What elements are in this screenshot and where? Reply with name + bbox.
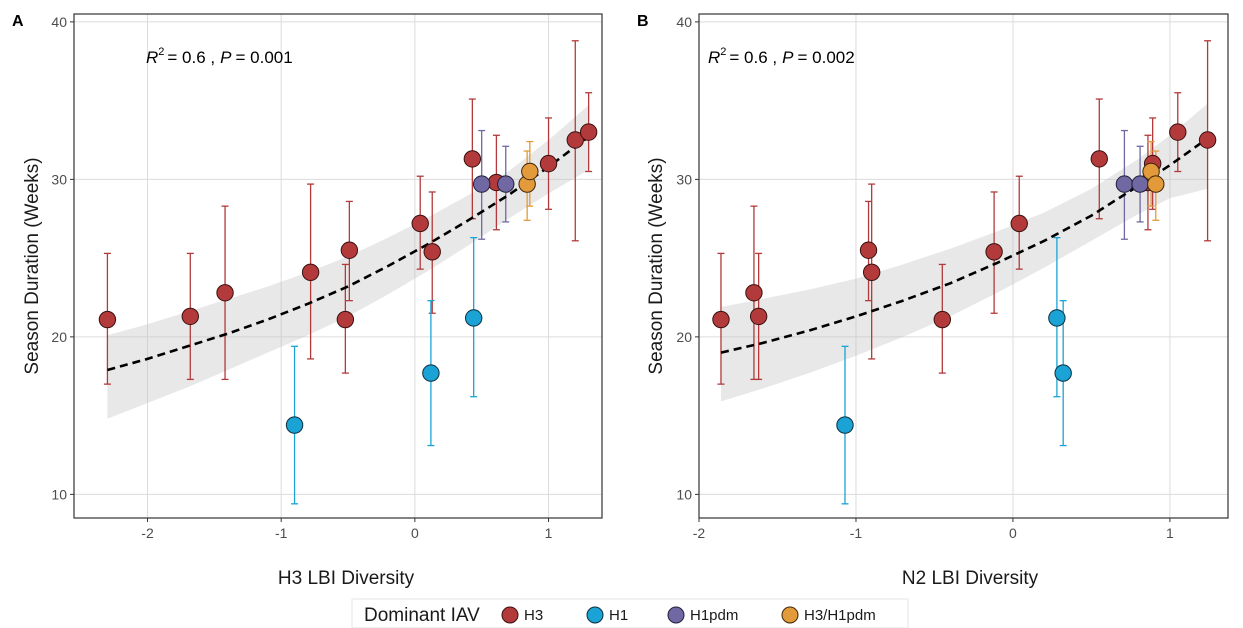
x-tick-label: -2	[141, 525, 154, 541]
confidence-band	[107, 105, 589, 419]
legend-label: H1	[609, 607, 628, 624]
y-tick-label: 40	[51, 14, 67, 30]
y-tick-label: 10	[51, 486, 67, 502]
plot-frame	[73, 13, 603, 519]
data-point	[463, 150, 482, 168]
x-tick-label: 0	[411, 525, 419, 541]
r2-value: = 0.6 ,	[167, 48, 215, 67]
y-tick-label: 30	[51, 171, 67, 187]
x-axis-title: H3 LBI Diversity	[278, 568, 415, 589]
panel-label: B	[637, 13, 649, 30]
y-tick-label: 20	[676, 329, 692, 345]
legend-label: H3	[524, 607, 543, 624]
data-point	[464, 309, 483, 327]
fit-line	[107, 135, 590, 372]
plot-frame	[698, 13, 1229, 519]
x-axis-title: N2 LBI Diversity	[902, 568, 1039, 589]
data-point	[862, 263, 881, 281]
legend: Dominant IAV H3 H1 H1pdm H3/H1pdm	[351, 598, 909, 628]
p-symbol: P	[220, 48, 232, 67]
r2-symbol: R	[146, 48, 158, 67]
data-point	[340, 241, 359, 259]
data-point	[521, 162, 539, 181]
data-point	[539, 154, 558, 173]
x-tick-label: 0	[1009, 525, 1017, 541]
data-point	[1115, 175, 1134, 193]
panel-a: A -2 -1 0 1 10 20 30 40 R2 = 0.6 , P = 0.001 H3 LB…	[12, 13, 603, 589]
x-tick-label: 1	[545, 525, 553, 541]
legend-swatch	[781, 606, 799, 624]
y-axis-title: Season Duration (Weeks)	[22, 157, 43, 374]
data-point	[497, 175, 515, 193]
legend-items: H3 H1 H1pdm H3/H1pdm	[501, 606, 876, 624]
x-tick-label: 1	[1166, 525, 1174, 541]
data-point	[1090, 150, 1108, 168]
y-tick-label: 20	[51, 329, 67, 345]
legend-entry: H3/H1pdm	[781, 606, 876, 624]
data-point	[566, 131, 584, 149]
legend-title: Dominant IAV	[364, 605, 480, 626]
data-point	[301, 263, 320, 281]
data-point	[749, 307, 768, 326]
data-point	[1198, 131, 1217, 149]
data-point	[336, 310, 355, 329]
panel-b: B -2 -1 0 1 10 20 30 40 R2 = 0.6 , P = 0.002 N2 LB…	[637, 13, 1229, 589]
legend-swatch	[501, 606, 519, 624]
stats-annotation: R2 = 0.6 , P = 0.001	[146, 46, 293, 67]
data-point	[216, 284, 234, 302]
legend-box	[351, 598, 909, 628]
data-point	[181, 307, 199, 326]
data-point	[411, 214, 429, 233]
legend-swatch	[586, 606, 604, 624]
x-tick-label: -1	[275, 525, 288, 541]
data-point	[836, 416, 854, 434]
data-point	[1169, 123, 1187, 141]
data-point	[859, 241, 878, 259]
y-axis-title: Season Duration (Weeks)	[646, 157, 667, 374]
plot-area: -2 -1 0 1 10 20 30 40	[676, 13, 1229, 541]
data-point	[745, 284, 763, 302]
y-tick-label: 30	[676, 171, 692, 187]
data-point	[472, 175, 491, 193]
legend-label: H3/H1pdm	[804, 607, 876, 624]
x-tick-label: -1	[850, 525, 863, 541]
legend-entry: H1	[586, 606, 628, 624]
confidence-band	[721, 103, 1208, 402]
legend-entry: H3	[501, 606, 543, 624]
data-point	[1048, 309, 1066, 327]
p-symbol: P	[782, 48, 794, 67]
data-point	[579, 123, 598, 141]
p-value: = 0.001	[235, 48, 292, 67]
legend-entry: H1pdm	[667, 606, 738, 624]
data-point	[1010, 214, 1028, 233]
data-point	[98, 310, 117, 329]
stats-annotation: R2 = 0.6 , P = 0.002	[708, 46, 855, 67]
data-point	[285, 416, 304, 434]
data-point	[423, 243, 441, 261]
legend-swatch	[667, 606, 685, 624]
legend-label: H1pdm	[690, 607, 738, 624]
y-tick-label: 40	[676, 14, 692, 30]
data-point	[1054, 364, 1072, 382]
data-point	[985, 243, 1003, 261]
plot-area: -2 -1 0 1 10 20 30 40	[51, 13, 603, 541]
r2-value: = 0.6 ,	[729, 48, 777, 67]
data-point	[712, 310, 730, 329]
p-value: = 0.002	[797, 48, 854, 67]
panel-label: A	[12, 13, 24, 30]
y-tick-label: 10	[676, 486, 692, 502]
r2-superscript: 2	[158, 46, 164, 58]
r2-superscript: 2	[720, 46, 726, 58]
x-tick-label: -2	[693, 525, 706, 541]
r2-symbol: R	[708, 48, 720, 67]
data-point	[1147, 175, 1165, 193]
data-point	[933, 310, 952, 329]
data-point	[422, 364, 440, 382]
